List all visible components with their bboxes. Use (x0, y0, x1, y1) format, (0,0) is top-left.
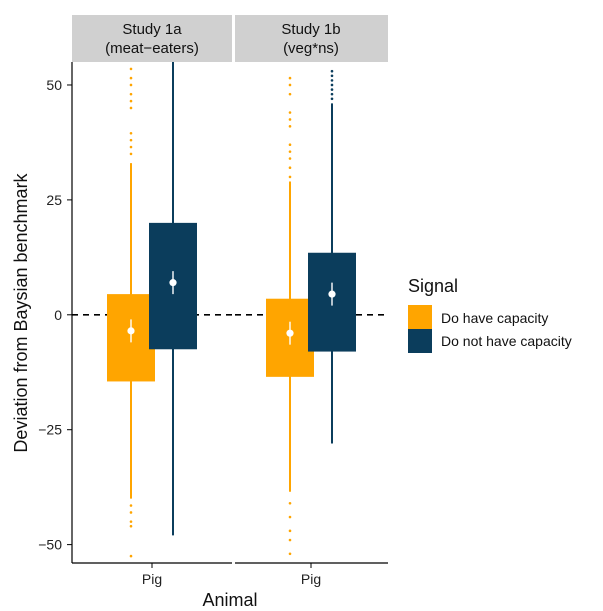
facet-strip-study-1b (235, 15, 388, 62)
outlier-point (129, 92, 133, 96)
mean-point (169, 279, 177, 287)
y-tick-label: −50 (38, 537, 62, 553)
outlier-point (330, 69, 334, 73)
outlier-point (129, 106, 133, 110)
outlier-point (129, 145, 133, 149)
outlier-point (129, 524, 133, 528)
outlier-point (330, 92, 334, 96)
legend-title: Signal (408, 276, 458, 296)
y-ticks: 50 25 0 −25 −50 (38, 77, 72, 553)
outlier-point (288, 175, 292, 179)
facet-strip-study-1a (72, 15, 232, 62)
outlier-point (129, 138, 133, 142)
mean-point (127, 327, 135, 335)
facet-title-study-1a-line1: Study 1a (122, 21, 182, 38)
y-tick-label: 0 (54, 307, 62, 323)
outlier-point (288, 83, 292, 87)
outlier-point (129, 131, 133, 135)
y-tick-label: 25 (46, 192, 62, 208)
panel-study-1a (72, 62, 232, 558)
facet-title-study-1b-line2: (veg*ns) (283, 40, 339, 57)
outlier-point (288, 538, 292, 542)
outlier-point (288, 501, 292, 505)
legend-label-do-have-capacity: Do have capacity (441, 310, 548, 326)
panel-study-1b (235, 69, 388, 556)
facet-title-study-1a-line2: (meat−eaters) (105, 40, 199, 57)
y-tick-label: 50 (46, 77, 62, 93)
outlier-point (288, 166, 292, 170)
outlier-point (288, 92, 292, 96)
outlier-point (330, 88, 334, 91)
outlier-point (288, 143, 292, 147)
legend-label-do-not-have-capacity: Do not have capacity (441, 333, 572, 349)
mean-point (328, 290, 336, 298)
outlier-point (129, 511, 133, 514)
x-tick-label-panel-2: Pig (301, 571, 321, 587)
outlier-point (288, 118, 292, 121)
outlier-point (330, 79, 334, 82)
outlier-point (288, 552, 292, 556)
outlier-point (129, 83, 133, 87)
outlier-point (288, 125, 292, 128)
outlier-point (330, 97, 334, 101)
outlier-point (129, 554, 133, 558)
y-axis-title: Deviation from Baysian benchmark (11, 172, 31, 452)
mean-point (286, 329, 294, 337)
outlier-point (129, 520, 133, 523)
legend-swatch-do-not-have-capacity (408, 329, 432, 353)
outlier-point (288, 76, 292, 80)
facet-title-study-1b-line1: Study 1b (281, 21, 340, 38)
x-axis-title: Animal (202, 590, 257, 610)
outlier-point (288, 157, 292, 160)
outlier-point (129, 504, 133, 507)
outlier-point (288, 111, 292, 114)
legend-swatch-do-have-capacity (408, 305, 432, 329)
x-tick-label-panel-1: Pig (142, 571, 162, 587)
legend: Signal Do have capacity Do not have capa… (408, 276, 572, 353)
y-tick-label: −25 (38, 422, 62, 438)
outlier-point (288, 529, 292, 533)
outlier-point (330, 74, 334, 78)
outlier-point (129, 76, 133, 80)
outlier-point (288, 515, 292, 519)
outlier-point (129, 67, 133, 71)
outlier-point (288, 150, 292, 153)
outlier-point (129, 99, 133, 103)
outlier-point (330, 83, 334, 87)
outlier-point (129, 152, 133, 156)
